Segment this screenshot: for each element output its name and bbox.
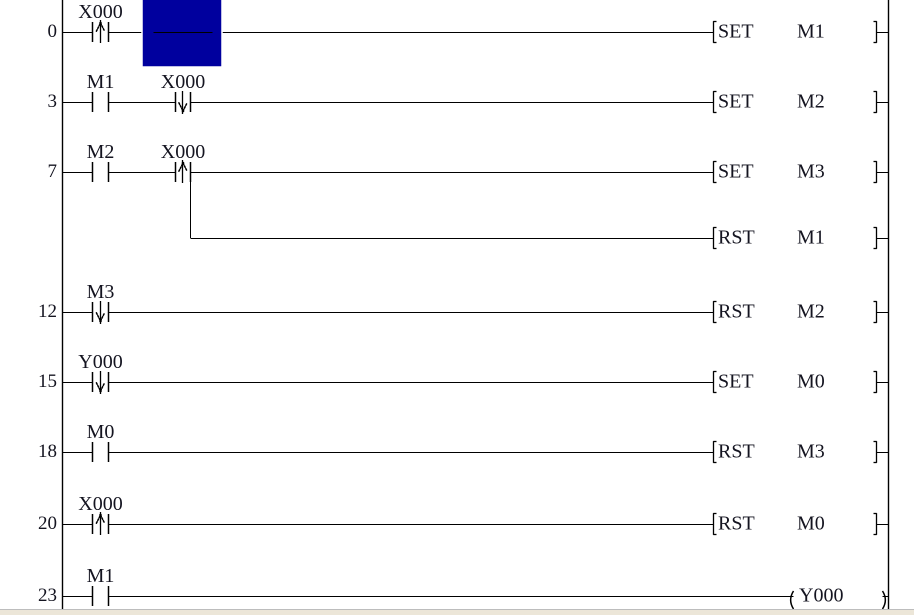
svg-text:X000: X000 <box>161 71 205 93</box>
svg-text:12: 12 <box>38 301 57 322</box>
svg-text:X000: X000 <box>78 493 122 515</box>
svg-text:M1: M1 <box>797 21 825 43</box>
svg-text:23: 23 <box>38 585 57 606</box>
svg-text:SET: SET <box>718 371 754 393</box>
svg-text:M0: M0 <box>797 371 825 393</box>
svg-text:SET: SET <box>718 161 754 183</box>
svg-text:M0: M0 <box>797 513 825 535</box>
svg-text:X000: X000 <box>161 141 205 163</box>
svg-text:M3: M3 <box>87 281 115 303</box>
svg-text:RST: RST <box>718 227 755 249</box>
svg-text:15: 15 <box>38 371 57 392</box>
svg-text:RST: RST <box>718 513 755 535</box>
svg-text:RST: RST <box>718 301 755 323</box>
svg-text:RST: RST <box>718 441 755 463</box>
svg-text:M2: M2 <box>797 91 825 113</box>
svg-text:M3: M3 <box>797 161 825 183</box>
svg-text:X000: X000 <box>78 1 122 23</box>
svg-text:3: 3 <box>48 91 58 112</box>
svg-text:20: 20 <box>38 513 57 534</box>
svg-text:M0: M0 <box>87 421 115 443</box>
svg-text:0: 0 <box>48 21 58 42</box>
svg-text:M2: M2 <box>87 141 115 163</box>
svg-text:SET: SET <box>718 91 754 113</box>
svg-text:M3: M3 <box>797 441 825 463</box>
svg-text:Y000: Y000 <box>78 351 122 373</box>
svg-text:M1: M1 <box>87 565 115 587</box>
svg-text:18: 18 <box>38 441 57 462</box>
svg-text:M1: M1 <box>87 71 115 93</box>
svg-text:SET: SET <box>718 21 754 43</box>
svg-text:Y000: Y000 <box>799 585 843 607</box>
svg-text:M1: M1 <box>797 227 825 249</box>
svg-text:7: 7 <box>48 161 58 182</box>
svg-text:M2: M2 <box>797 301 825 323</box>
